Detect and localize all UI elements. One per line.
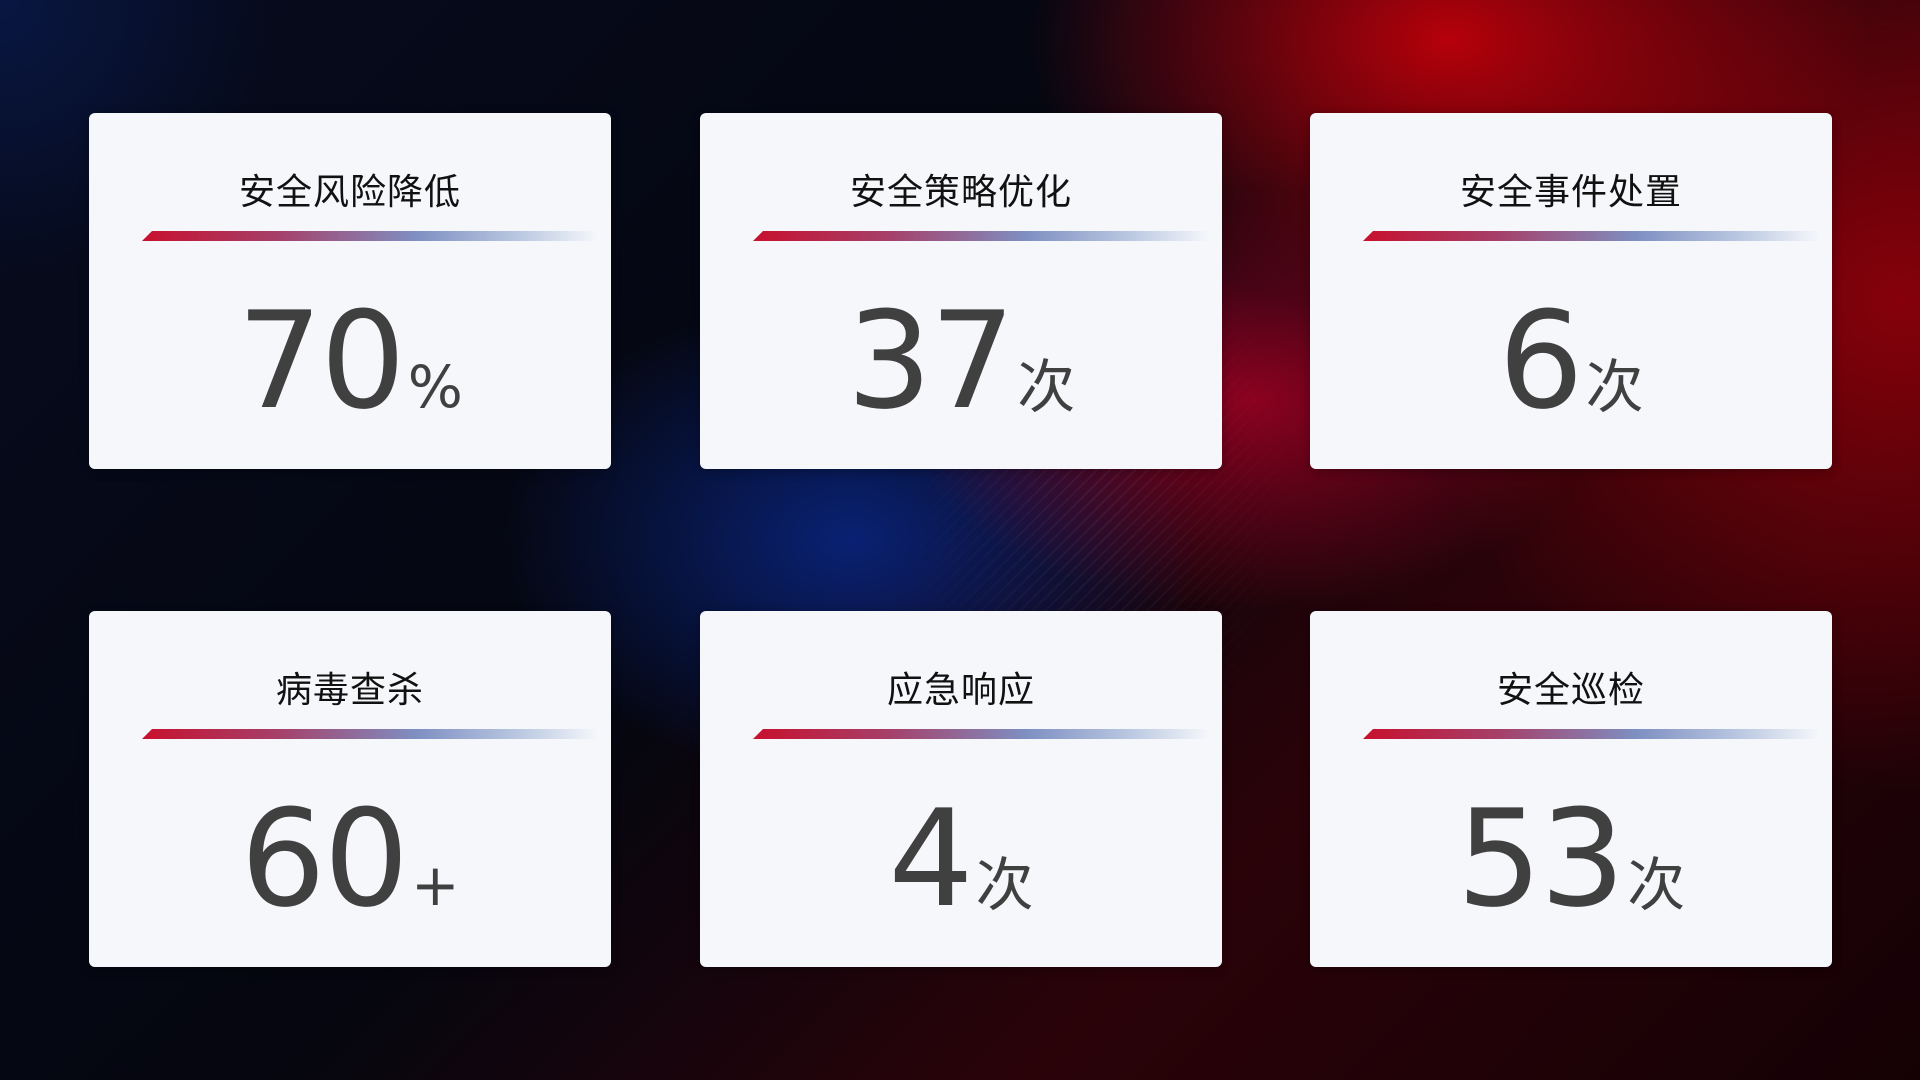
- card-value: 4次: [700, 781, 1222, 937]
- stat-card-risk-reduction: 安全风险降低 70%: [89, 113, 611, 469]
- card-title: 安全事件处置: [1459, 172, 1682, 213]
- card-divider: [753, 729, 1209, 739]
- card-title: 安全风险降低: [238, 172, 461, 213]
- card-divider: [142, 231, 598, 241]
- card-value: 70%: [89, 283, 611, 439]
- stat-card-policy-optimization: 安全策略优化 37次: [700, 113, 1222, 469]
- value-number: 60: [240, 781, 409, 937]
- value-number: 37: [846, 283, 1016, 439]
- stat-card-incident-handling: 安全事件处置 6次: [1310, 113, 1832, 469]
- card-value: 53次: [1310, 781, 1832, 937]
- card-title: 应急响应: [886, 670, 1035, 711]
- card-value: 37次: [700, 283, 1222, 439]
- value-number: 4: [888, 781, 973, 937]
- card-title: 病毒查杀: [275, 670, 424, 711]
- value-number: 70: [237, 283, 406, 439]
- stat-card-virus-removal: 病毒查杀 60+: [89, 611, 611, 967]
- card-value: 60+: [89, 781, 611, 937]
- card-title: 安全巡检: [1496, 670, 1645, 711]
- card-divider: [753, 231, 1209, 241]
- value-unit: 次: [1017, 353, 1076, 421]
- value-unit: 次: [1627, 851, 1686, 919]
- value-number: 53: [1456, 781, 1626, 937]
- card-divider: [1363, 729, 1819, 739]
- value-number: 6: [1498, 283, 1583, 439]
- stat-card-security-inspection: 安全巡检 53次: [1310, 611, 1832, 967]
- card-title: 安全策略优化: [849, 172, 1072, 213]
- value-unit: %: [407, 353, 463, 421]
- card-divider: [1363, 231, 1819, 241]
- value-unit: 次: [975, 851, 1034, 919]
- card-value: 6次: [1310, 283, 1832, 439]
- value-unit: 次: [1585, 353, 1644, 421]
- value-unit: +: [410, 851, 460, 919]
- card-divider: [142, 729, 598, 739]
- stat-card-emergency-response: 应急响应 4次: [700, 611, 1222, 967]
